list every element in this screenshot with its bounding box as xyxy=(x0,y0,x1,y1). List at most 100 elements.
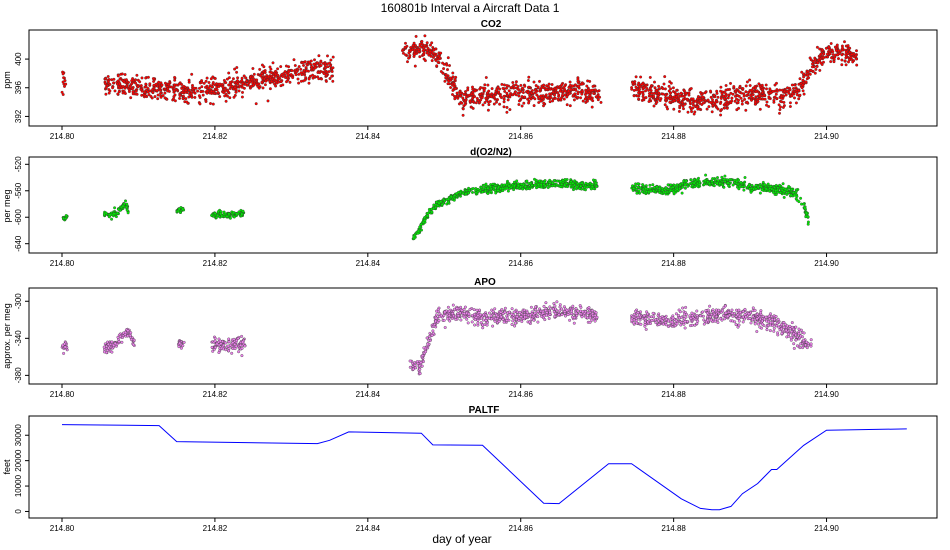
data-point xyxy=(588,320,592,324)
data-point xyxy=(173,75,177,79)
data-point xyxy=(700,93,704,96)
data-point xyxy=(844,63,848,67)
data-point xyxy=(204,85,207,89)
data-point xyxy=(737,319,741,323)
data-point xyxy=(517,99,521,103)
data-point xyxy=(567,86,571,89)
data-point xyxy=(799,334,803,338)
data-point xyxy=(317,77,321,81)
data-point xyxy=(224,99,228,103)
data-point xyxy=(634,319,638,323)
data-point xyxy=(710,110,714,114)
data-point xyxy=(774,189,778,193)
data-point xyxy=(785,324,789,328)
data-point xyxy=(192,86,196,90)
data-point xyxy=(198,102,202,106)
data-point xyxy=(481,190,485,194)
data-point xyxy=(251,67,255,70)
data-point xyxy=(236,79,239,83)
data-point xyxy=(418,44,422,48)
data-point xyxy=(592,178,595,182)
data-point xyxy=(655,89,659,93)
data-point xyxy=(660,319,664,323)
data-point xyxy=(471,187,475,190)
data-point xyxy=(655,100,659,104)
data-point xyxy=(484,76,488,79)
data-point xyxy=(558,89,562,93)
data-point xyxy=(772,98,776,102)
data-point xyxy=(323,63,327,67)
data-point xyxy=(730,308,734,312)
data-point xyxy=(437,319,441,323)
y-tick-label: 396 xyxy=(14,81,23,95)
data-point xyxy=(104,85,108,89)
data-point xyxy=(472,308,476,312)
panel-apo: APO approx. per meg -380-340-300 214.80 2… xyxy=(2,277,938,399)
data-point xyxy=(726,314,730,318)
data-point xyxy=(782,325,786,329)
data-point xyxy=(557,313,561,317)
data-point xyxy=(552,302,556,305)
data-point xyxy=(243,344,247,348)
data-point xyxy=(650,84,653,88)
data-point xyxy=(510,312,514,316)
data-point xyxy=(258,67,262,71)
panel-title: APO xyxy=(474,277,496,288)
data-point xyxy=(418,364,422,368)
data-point xyxy=(173,83,177,87)
data-point xyxy=(776,317,780,321)
data-point xyxy=(159,91,162,95)
data-point xyxy=(792,346,796,350)
data-point xyxy=(564,314,567,318)
data-point xyxy=(485,323,489,327)
data-point xyxy=(319,60,323,64)
data-point xyxy=(324,79,328,83)
data-point xyxy=(648,183,652,187)
data-point xyxy=(550,83,554,86)
data-point xyxy=(473,95,477,99)
data-point xyxy=(486,108,490,112)
data-point xyxy=(719,113,723,117)
data-point xyxy=(151,77,155,81)
data-point xyxy=(557,94,561,98)
y-tick-label: 400 xyxy=(14,52,23,66)
data-point xyxy=(723,106,726,110)
data-point xyxy=(783,89,786,93)
data-point xyxy=(505,183,508,187)
data-point xyxy=(719,85,723,89)
data-point xyxy=(641,183,645,187)
data-point xyxy=(637,97,641,101)
data-point xyxy=(420,39,424,43)
data-point xyxy=(110,350,114,354)
data-point xyxy=(443,326,447,329)
data-point xyxy=(664,96,668,100)
x-tick-label: 214.86 xyxy=(508,390,533,399)
data-point xyxy=(805,346,809,350)
data-point xyxy=(502,105,506,109)
data-point xyxy=(747,183,751,187)
x-tick-label: 214.86 xyxy=(508,132,533,141)
data-point xyxy=(209,102,212,105)
data-point xyxy=(240,95,244,99)
data-point xyxy=(427,338,431,342)
data-point xyxy=(761,88,765,92)
data-point xyxy=(487,103,491,107)
data-point xyxy=(643,323,647,326)
data-point xyxy=(425,51,429,55)
data-point xyxy=(725,100,729,104)
data-point xyxy=(505,105,509,109)
data-point xyxy=(594,184,598,188)
data-point xyxy=(733,94,737,98)
data-point xyxy=(308,60,311,64)
data-point xyxy=(216,91,220,94)
data-point xyxy=(104,77,108,80)
data-point xyxy=(688,100,692,104)
data-point xyxy=(430,207,434,211)
data-point xyxy=(814,67,818,71)
data-point xyxy=(663,103,667,107)
data-point xyxy=(279,80,283,84)
data-point xyxy=(295,70,298,74)
data-point xyxy=(760,83,764,87)
data-point xyxy=(543,184,547,188)
data-point xyxy=(200,85,204,89)
